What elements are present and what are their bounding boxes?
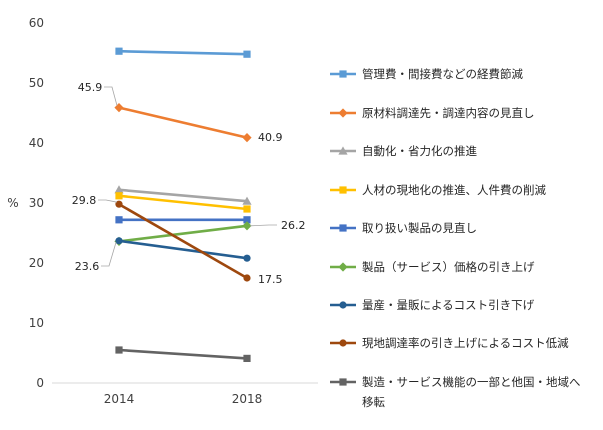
legend-label: 取り扱い製品の見直し — [362, 221, 477, 235]
legend-label: 製造・サービス機能の一部と他国・地域へ移転 — [362, 375, 581, 409]
point-marker — [339, 301, 347, 309]
legend-label: 自動化・省力化の推進 — [362, 144, 477, 158]
y-tick-label: 40 — [29, 136, 44, 150]
point-marker — [339, 70, 347, 78]
series-8 — [115, 200, 251, 282]
y-axis-label: % — [7, 196, 18, 210]
legend-item: 現地調達率の引き上げによるコスト低減 — [330, 336, 569, 350]
point-marker — [339, 339, 347, 347]
legend-item: 取り扱い製品の見直し — [330, 221, 477, 235]
series-7 — [115, 237, 251, 262]
label-leader-line — [104, 86, 118, 106]
point-marker — [115, 346, 123, 354]
legend-item: 管理費・間接費などの経費節減 — [330, 67, 523, 81]
series-2 — [114, 103, 252, 143]
point-marker — [114, 103, 124, 113]
point-marker — [114, 185, 124, 194]
x-tick-label: 2018 — [232, 392, 263, 406]
series-line — [117, 49, 249, 56]
legend-item: 製品（サービス）価格の引き上げ — [330, 260, 535, 274]
series-line — [117, 202, 249, 280]
label-leader-line — [101, 242, 117, 267]
legend-label: 原材料調達先・調達内容の見直し — [362, 106, 535, 120]
legend-label: 製品（サービス）価格の引き上げ — [362, 260, 535, 274]
point-marker — [115, 237, 123, 245]
legend-item: 原材料調達先・調達内容の見直し — [330, 106, 535, 120]
point-marker — [115, 216, 123, 224]
legend-item: 人材の現地化の推進、人件費の削減 — [330, 183, 546, 197]
y-tick-label: 50 — [29, 76, 44, 90]
data-label: 26.2 — [281, 219, 306, 232]
series-4 — [115, 192, 251, 213]
point-marker — [115, 192, 123, 200]
point-marker — [243, 205, 251, 213]
point-marker — [243, 216, 251, 224]
data-label: 29.8 — [72, 194, 97, 207]
legend-label: 量産・量販によるコスト引き下げ — [362, 298, 535, 312]
point-marker — [115, 200, 123, 208]
data-label: 45.9 — [78, 81, 103, 94]
series-line — [117, 188, 249, 203]
point-marker — [243, 274, 251, 282]
x-tick-label: 2014 — [104, 392, 135, 406]
series-3 — [114, 185, 252, 205]
series-9 — [115, 346, 251, 362]
series-line — [117, 194, 249, 211]
y-tick-label: 0 — [36, 376, 44, 390]
data-label: 40.9 — [258, 131, 283, 144]
legend-label: 人材の現地化の推進、人件費の削減 — [362, 183, 546, 197]
legend: 管理費・間接費などの経費節減原材料調達先・調達内容の見直し自動化・省力化の推進人… — [330, 67, 581, 409]
point-marker — [115, 47, 123, 55]
series-line — [117, 348, 249, 360]
point-marker — [338, 146, 348, 155]
point-marker — [242, 221, 252, 231]
series-line — [117, 106, 249, 139]
point-marker — [338, 108, 348, 118]
point-marker — [243, 354, 251, 362]
y-tick-label: 30 — [29, 196, 44, 210]
series-1 — [115, 47, 251, 58]
legend-item: 自動化・省力化の推進 — [330, 144, 477, 158]
point-marker — [338, 262, 348, 272]
data-labels: 45.9 40.9 29.8 17.5 23.6 26.2 — [72, 81, 306, 286]
y-tick-label: 60 — [29, 16, 44, 30]
label-leader-line — [98, 199, 118, 203]
label-leader-line — [249, 224, 277, 227]
point-marker — [339, 186, 347, 194]
legend-label: 管理費・間接費などの経費節減 — [362, 67, 523, 81]
axes: 0 10 20 30 40 50 60% 2014 2018 — [7, 16, 318, 406]
data-label: 23.6 — [75, 260, 100, 273]
series-lines — [114, 47, 252, 362]
data-label: 17.5 — [258, 273, 283, 286]
legend-item: 量産・量販によるコスト引き下げ — [330, 298, 535, 312]
point-marker — [339, 224, 347, 232]
legend-item: 製造・サービス機能の一部と他国・地域へ移転 — [330, 375, 581, 409]
point-marker — [242, 196, 252, 205]
point-marker — [339, 378, 347, 386]
point-marker — [243, 254, 251, 262]
point-marker — [243, 50, 251, 58]
y-tick-label: 20 — [29, 256, 44, 270]
legend-label: 現地調達率の引き上げによるコスト低減 — [362, 336, 569, 350]
series-line — [117, 239, 249, 260]
series-line — [117, 224, 249, 243]
series-5 — [115, 216, 251, 224]
y-tick-label: 10 — [29, 316, 44, 330]
point-marker — [242, 133, 252, 143]
